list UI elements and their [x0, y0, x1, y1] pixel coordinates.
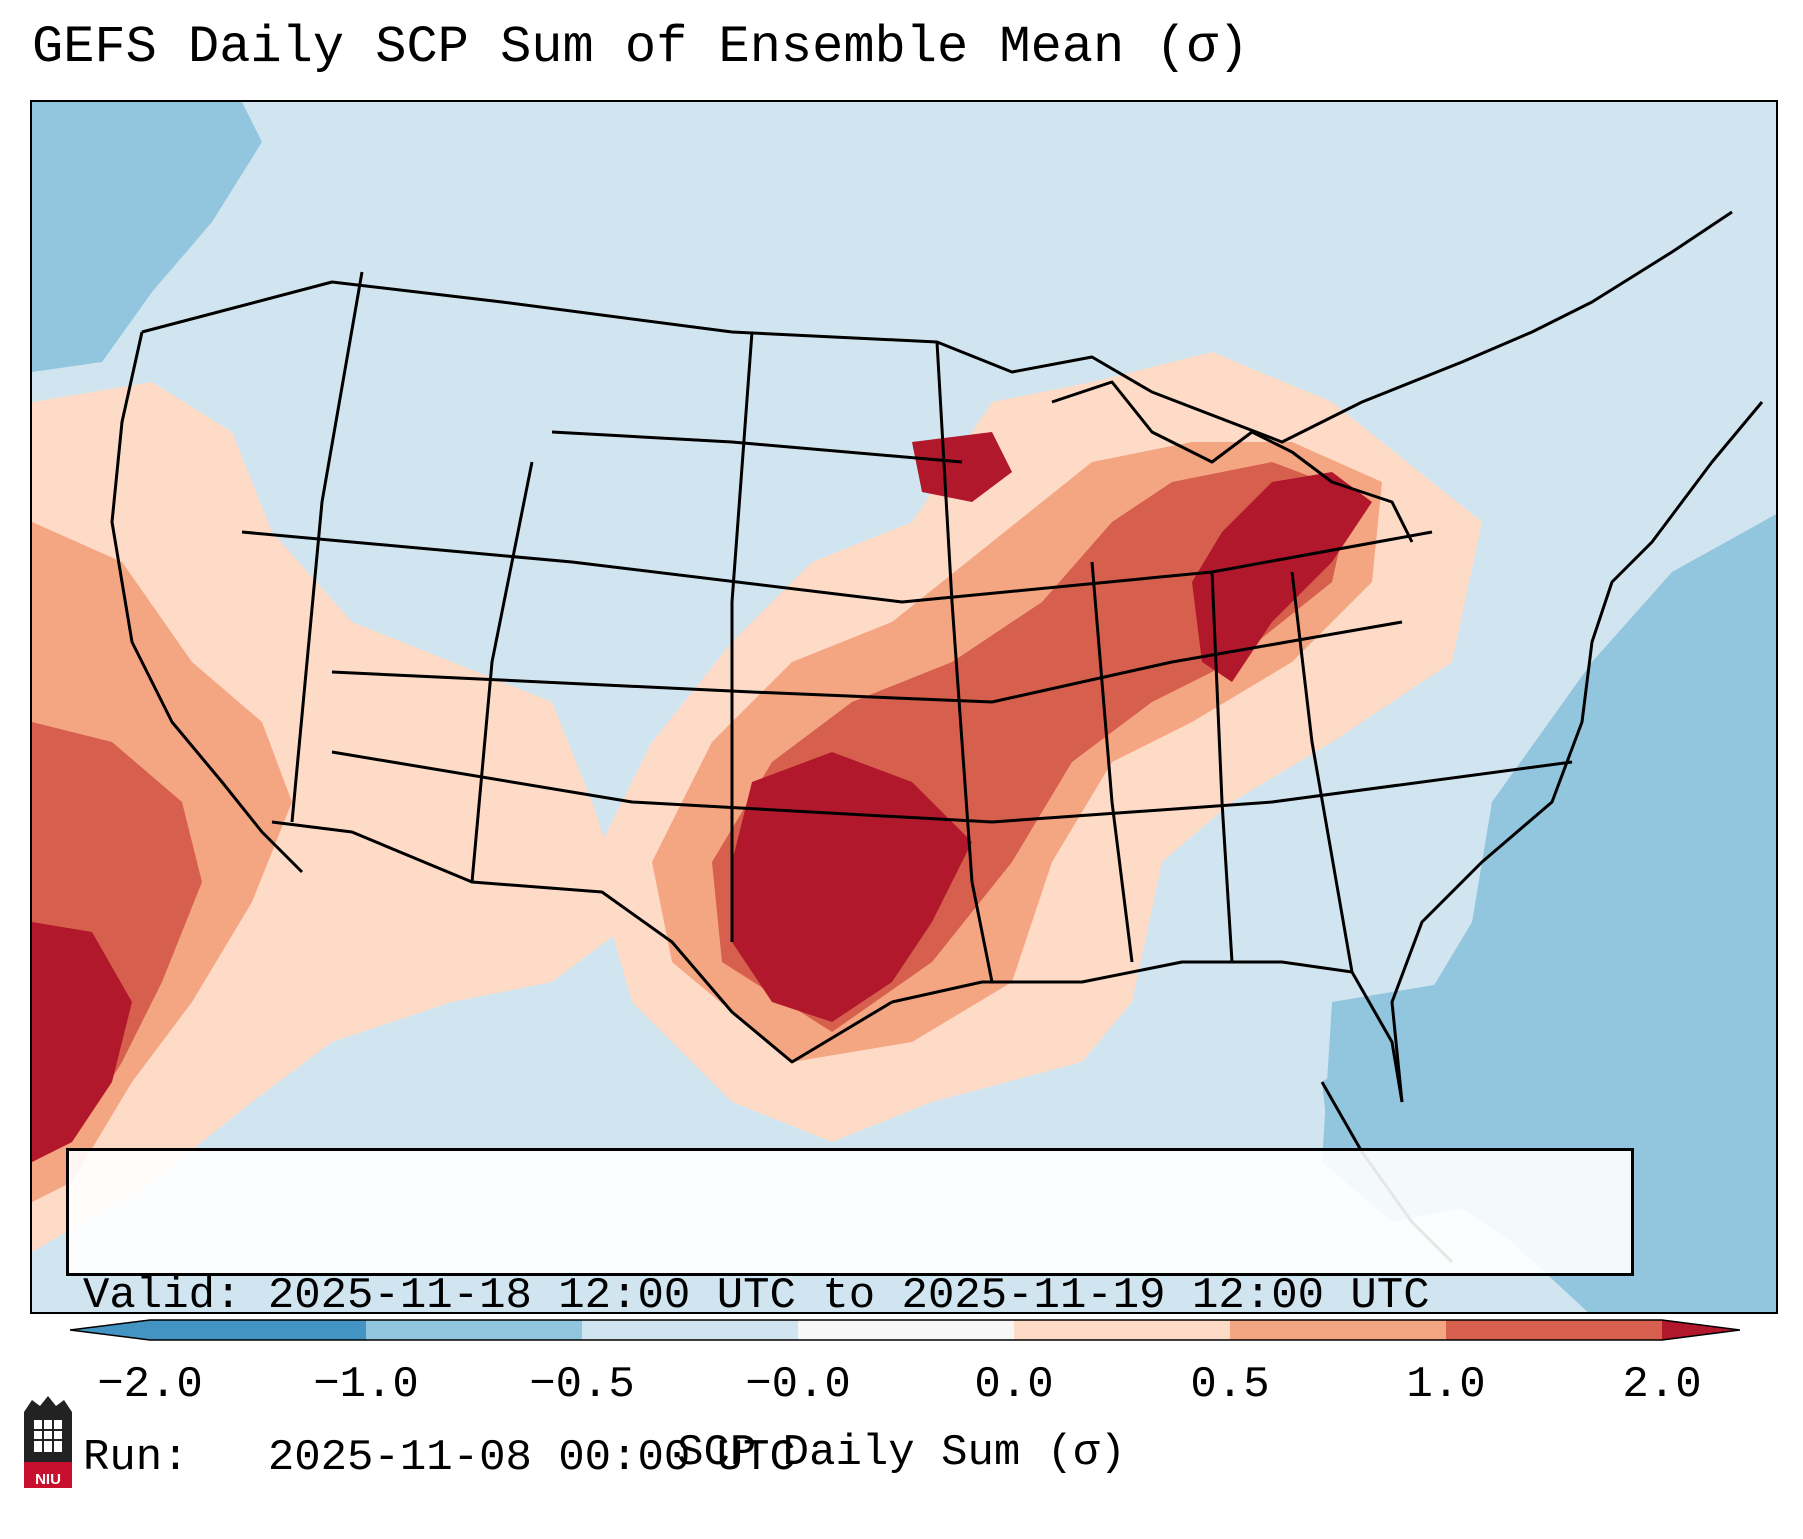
- states-vertical-5: [1090, 561, 1134, 963]
- states-vertical-1: [290, 271, 364, 823]
- colorbar-bin-6: [1230, 1320, 1446, 1340]
- valid-time-text: Valid: 2025-11-18 12:00 UTC to 2025-11-1…: [83, 1271, 1430, 1321]
- colorbar-extend-high: [1662, 1320, 1740, 1340]
- southern-plains-extreme-positive: [732, 752, 972, 1022]
- states-vertical-7: [1290, 571, 1354, 973]
- valid-run-info-box: Valid: 2025-11-18 12:00 UTC to 2025-11-1…: [66, 1148, 1634, 1483]
- colorbar-bin-1: [150, 1320, 366, 1340]
- colorbar-bin-3: [582, 1320, 798, 1340]
- colorbar-tick-label: −0.0: [745, 1360, 851, 1410]
- states-grid-1: [241, 530, 1433, 604]
- scp-field-map: [32, 102, 1776, 1312]
- states-vertical-2: [470, 461, 534, 883]
- niu-logo-icon: [24, 1396, 72, 1488]
- colorbar-tick-label: 1.0: [1406, 1360, 1486, 1410]
- colorbar-bin-4: [798, 1320, 1014, 1340]
- colorbar-bin-5: [1014, 1320, 1230, 1340]
- west-coast-extreme-positive: [32, 922, 132, 1162]
- great-lakes-extreme-positive: [1192, 472, 1372, 682]
- pacific-northwest-negative-area: [32, 102, 262, 372]
- colorbar-bin-7: [1446, 1320, 1662, 1340]
- great-lakes-outline: [1051, 380, 1414, 543]
- states-grid-3: [331, 620, 1403, 704]
- colorbar-tick-label: −2.0: [97, 1360, 203, 1410]
- colorbar-outline: [70, 1319, 1740, 1341]
- chart-title: GEFS Daily SCP Sum of Ensemble Mean (σ): [32, 18, 1249, 77]
- colorbar-tick-label: 0.0: [974, 1360, 1054, 1410]
- states-vertical-4: [935, 341, 994, 983]
- pacific-positive-region: [32, 382, 632, 1252]
- niu-logo: NIU: [20, 1392, 76, 1492]
- colorbar-tick-label: −1.0: [313, 1360, 419, 1410]
- states-vertical-6: [1210, 571, 1234, 963]
- us-canada-border: [141, 210, 1733, 444]
- colorbar-tick-label: −0.5: [529, 1360, 635, 1410]
- colorbar-tick-label: 2.0: [1622, 1360, 1702, 1410]
- political-borders: [110, 210, 1764, 1264]
- states-grid-2: [331, 750, 1573, 824]
- colorbar: [70, 1319, 1740, 1341]
- west-coast-weak-positive: [32, 382, 632, 1252]
- colorbar-tick-label: 0.5: [1190, 1360, 1270, 1410]
- west-coast-line: [110, 331, 304, 874]
- colorbar-extend-low: [70, 1320, 150, 1340]
- states-grid-4: [551, 430, 963, 464]
- run-time-text: Run: 2025-11-08 00:00 UTC: [83, 1433, 796, 1483]
- central-positive-region: [592, 352, 1482, 1142]
- niu-logo-text: NIU: [35, 1471, 61, 1488]
- map-panel: [30, 100, 1778, 1314]
- east-coast: [1390, 401, 1764, 1103]
- colorbar-bin-2: [366, 1320, 582, 1340]
- us-mexico-border: [271, 820, 893, 1064]
- upper-midwest-extreme-positive: [912, 432, 1012, 502]
- negative-anomaly-regions: [32, 102, 1776, 1312]
- states-vertical-3: [730, 331, 754, 942]
- colorbar-title: SCP Daily Sum (σ): [677, 1428, 1126, 1478]
